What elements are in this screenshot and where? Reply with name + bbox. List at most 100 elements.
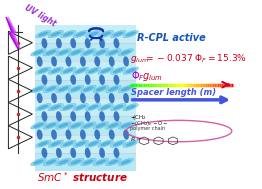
Ellipse shape: [123, 57, 129, 66]
Ellipse shape: [123, 30, 138, 38]
Ellipse shape: [114, 148, 119, 158]
Ellipse shape: [98, 67, 113, 74]
Ellipse shape: [37, 57, 42, 66]
Text: UV light: UV light: [23, 3, 57, 28]
Ellipse shape: [83, 160, 94, 165]
Ellipse shape: [108, 50, 119, 55]
Ellipse shape: [70, 50, 81, 55]
Ellipse shape: [51, 57, 57, 66]
Ellipse shape: [48, 140, 63, 147]
Ellipse shape: [73, 30, 89, 38]
Ellipse shape: [95, 160, 106, 165]
Ellipse shape: [95, 93, 100, 103]
Ellipse shape: [66, 93, 71, 103]
Ellipse shape: [80, 57, 86, 66]
Ellipse shape: [85, 148, 90, 158]
Ellipse shape: [95, 86, 106, 91]
Bar: [35, 153, 136, 171]
Ellipse shape: [70, 123, 81, 128]
Text: Spacer length (m): Spacer length (m): [131, 88, 216, 97]
Ellipse shape: [109, 130, 114, 139]
Ellipse shape: [51, 130, 57, 139]
Ellipse shape: [73, 140, 89, 147]
Ellipse shape: [118, 49, 134, 56]
Ellipse shape: [43, 122, 59, 129]
Ellipse shape: [83, 50, 94, 55]
Ellipse shape: [113, 32, 124, 37]
Ellipse shape: [106, 122, 121, 129]
Ellipse shape: [81, 49, 96, 56]
Ellipse shape: [58, 160, 69, 165]
Ellipse shape: [80, 93, 86, 103]
Ellipse shape: [42, 148, 47, 158]
Ellipse shape: [61, 30, 76, 38]
Ellipse shape: [93, 49, 109, 56]
Ellipse shape: [110, 30, 126, 38]
Ellipse shape: [42, 38, 47, 48]
Ellipse shape: [125, 141, 136, 146]
Ellipse shape: [93, 158, 109, 166]
Ellipse shape: [68, 85, 84, 93]
Ellipse shape: [73, 67, 89, 74]
Ellipse shape: [106, 158, 121, 166]
Ellipse shape: [42, 112, 47, 121]
Bar: [35, 43, 136, 61]
Ellipse shape: [113, 105, 124, 110]
Ellipse shape: [83, 123, 94, 128]
Ellipse shape: [109, 93, 114, 103]
Ellipse shape: [121, 86, 131, 91]
Ellipse shape: [121, 123, 131, 128]
Ellipse shape: [46, 50, 56, 55]
Text: $= -0.037\ \Phi_F = 15.3\%$: $= -0.037\ \Phi_F = 15.3\%$: [144, 53, 247, 65]
Ellipse shape: [48, 104, 63, 111]
Ellipse shape: [42, 75, 47, 85]
Text: R-CPL active: R-CPL active: [137, 33, 206, 43]
Ellipse shape: [56, 158, 71, 166]
Ellipse shape: [85, 30, 101, 38]
Ellipse shape: [85, 104, 101, 111]
Ellipse shape: [50, 105, 61, 110]
Ellipse shape: [46, 86, 56, 91]
Ellipse shape: [110, 140, 126, 147]
Ellipse shape: [50, 68, 61, 73]
Ellipse shape: [85, 67, 101, 74]
Ellipse shape: [121, 50, 131, 55]
Ellipse shape: [108, 160, 119, 165]
Ellipse shape: [48, 30, 63, 38]
Ellipse shape: [85, 112, 90, 121]
Ellipse shape: [63, 141, 74, 146]
Ellipse shape: [33, 86, 44, 91]
Ellipse shape: [95, 123, 106, 128]
Bar: [35, 80, 136, 98]
Text: $\mathsf{-(CH_2)_n-O-}$: $\mathsf{-(CH_2)_n-O-}$: [130, 119, 168, 128]
Text: $-\!\!\left(\mathrm{CH_2}\right.$: $-\!\!\left(\mathrm{CH_2}\right.$: [130, 113, 147, 122]
Ellipse shape: [73, 104, 89, 111]
Ellipse shape: [100, 68, 111, 73]
Ellipse shape: [68, 158, 84, 166]
Ellipse shape: [38, 32, 49, 37]
Text: $SmC^*$ structure: $SmC^*$ structure: [37, 170, 128, 184]
Ellipse shape: [43, 158, 59, 166]
Ellipse shape: [98, 140, 113, 147]
Ellipse shape: [123, 67, 138, 74]
Ellipse shape: [114, 75, 119, 85]
Ellipse shape: [46, 123, 56, 128]
Ellipse shape: [56, 49, 71, 56]
Ellipse shape: [99, 112, 105, 121]
Ellipse shape: [58, 123, 69, 128]
Ellipse shape: [88, 105, 99, 110]
Ellipse shape: [56, 122, 71, 129]
Ellipse shape: [35, 67, 51, 74]
FancyBboxPatch shape: [35, 25, 136, 171]
Ellipse shape: [100, 105, 111, 110]
Ellipse shape: [58, 86, 69, 91]
Ellipse shape: [114, 38, 119, 48]
Ellipse shape: [85, 140, 101, 147]
Ellipse shape: [63, 68, 74, 73]
Ellipse shape: [38, 68, 49, 73]
Ellipse shape: [125, 32, 136, 37]
Ellipse shape: [63, 105, 74, 110]
Ellipse shape: [118, 85, 134, 93]
Ellipse shape: [88, 141, 99, 146]
Ellipse shape: [50, 141, 61, 146]
